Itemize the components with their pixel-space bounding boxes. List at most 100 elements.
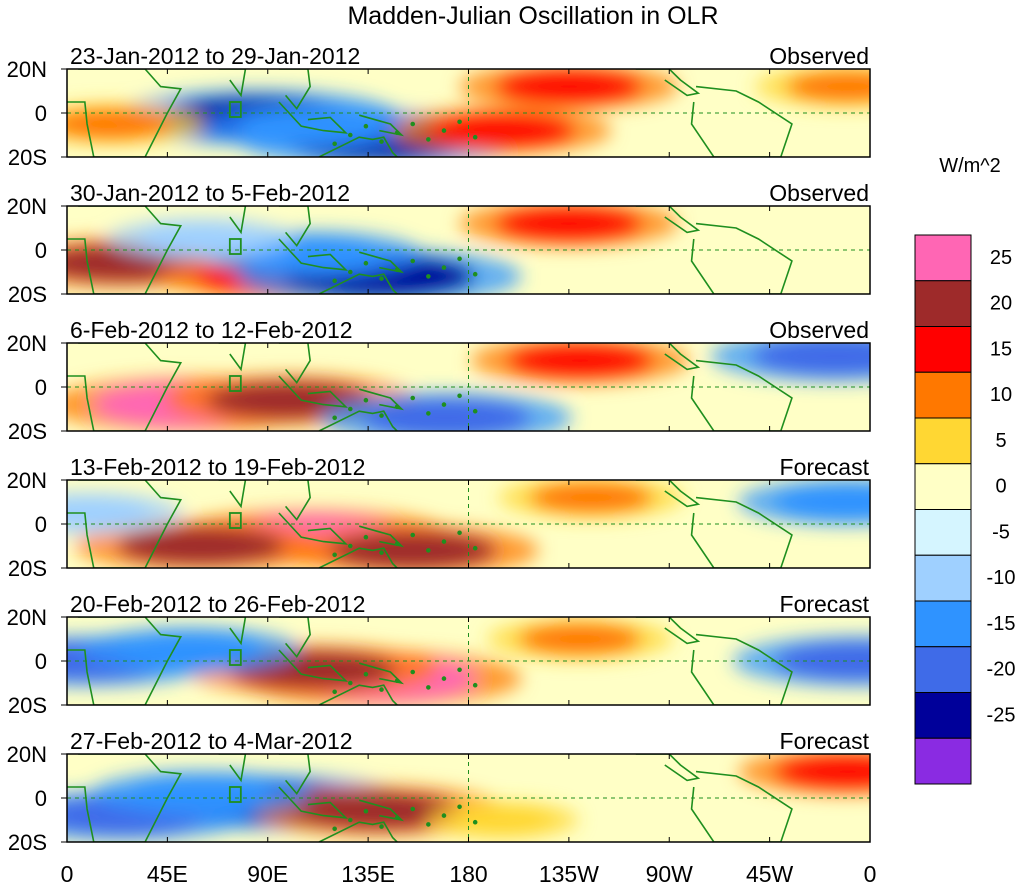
anomaly-core: [450, 806, 553, 834]
panel-period-label: 23-Jan-2012 to 29-Jan-2012: [70, 43, 360, 69]
x-tick-label: 135W: [539, 861, 599, 887]
island-dot: [457, 667, 462, 673]
island-dot: [379, 276, 384, 281]
colorbar-swatch: [914, 737, 972, 785]
island-dot: [457, 119, 462, 125]
anomaly-blobs: [67, 618, 870, 705]
coastline-segment-6: [318, 684, 398, 705]
anomaly-core: [774, 484, 870, 520]
y-tick-label: 0: [35, 649, 47, 674]
coastline-segment-5: [358, 525, 405, 548]
island-dot: [426, 137, 431, 142]
island-dot: [332, 415, 337, 421]
anomaly-core: [495, 206, 642, 241]
panel-status-label: Observed: [769, 180, 869, 206]
island-dot: [363, 671, 369, 677]
island-dot: [426, 274, 431, 279]
colorbar: W/m^2 25 20 15 10 5 0 -5 -10 -15 -20 -25: [914, 155, 1016, 785]
colorbar-level-label: 5: [995, 430, 1006, 452]
x-tick-label: 90E: [247, 861, 288, 887]
coastlines: [67, 617, 793, 705]
island-dot: [379, 413, 384, 418]
coastline-segment-6: [318, 136, 398, 157]
anomaly-core: [116, 632, 263, 668]
island-dot: [394, 130, 400, 136]
coastline-segment-6: [318, 410, 398, 431]
island-dot: [410, 806, 416, 812]
panel-1: 23-Jan-2012 to 29-Jan-2012 Observed 20N 0 20…: [7, 43, 871, 170]
colorbar-level-label: -25: [987, 704, 1016, 726]
anomaly-blobs: [67, 480, 870, 568]
island-dot: [347, 406, 353, 412]
coastline-segment-7: [690, 496, 793, 568]
panel-period-label: 27-Feb-2012 to 4-Mar-2012: [70, 728, 353, 754]
colorbar-swatch: [914, 600, 972, 648]
coastline-segment-4: [278, 375, 348, 408]
anomaly-core: [529, 482, 654, 514]
island-dot: [410, 258, 416, 264]
island-dot: [363, 123, 369, 129]
island-dot: [394, 678, 400, 684]
anomaly-core: [785, 71, 870, 103]
island-dot: [379, 687, 384, 692]
colorbar-level-label: 20: [990, 293, 1012, 315]
panel-status-label: Forecast: [780, 454, 870, 480]
panel-status-label: Observed: [769, 317, 869, 343]
coastline-segment-2: [218, 617, 247, 646]
island-dot: [394, 815, 400, 821]
coastline-segment-8: [635, 343, 701, 371]
island-dot: [347, 269, 353, 275]
coastline-segment-3: [278, 69, 311, 110]
island-dot: [363, 397, 369, 403]
coastline-segment-2: [218, 206, 247, 235]
y-tick-label: 20N: [7, 605, 47, 630]
anomaly-core: [752, 343, 870, 376]
coastline-segment-6: [318, 273, 398, 294]
panel-period-label: 6-Feb-2012 to 12-Feb-2012: [70, 317, 353, 343]
colorbar-swatch: [914, 234, 972, 282]
island-dot: [363, 260, 369, 266]
colorbar-level-label: 10: [990, 384, 1012, 406]
region-box: [228, 512, 242, 529]
x-tick-label: 90W: [646, 861, 694, 887]
coastline-segment-1: [67, 617, 183, 705]
region-box: [228, 101, 242, 118]
region-box: [228, 649, 242, 666]
panel-2: 30-Jan-2012 to 5-Feb-2012 Observed 20N 0 20S: [7, 180, 871, 307]
x-tick-label: 45W: [746, 861, 794, 887]
colorbar-level-label: -10: [987, 567, 1016, 589]
island-dot: [332, 141, 337, 147]
island-dot: [472, 545, 478, 551]
region-box: [228, 786, 242, 803]
colorbar-level-label: 15: [990, 338, 1012, 360]
island-dot: [441, 539, 447, 544]
coastline-segment-7: [690, 770, 793, 842]
panel-status-label: Forecast: [780, 728, 870, 754]
colorbar-swatch: [914, 417, 972, 465]
y-tick-label: 20N: [7, 57, 47, 82]
island-dot: [410, 669, 416, 675]
x-tick-label: 135E: [341, 861, 395, 887]
olr-field: [67, 206, 870, 294]
panel-6: 27-Feb-2012 to 4-Mar-2012 Forecast 20N 0 20S: [7, 728, 871, 855]
coastline-segment-3: [278, 754, 311, 795]
island-dot: [472, 134, 478, 140]
coastline-segment-7: [690, 85, 793, 157]
y-tick-label: 20N: [7, 468, 47, 493]
coastline-segment-1: [67, 754, 183, 842]
coastline-segment-8: [635, 206, 701, 234]
island-dot: [379, 550, 384, 555]
island-dot: [457, 256, 462, 262]
panel-status-label: Observed: [769, 43, 869, 69]
x-tick-label: 0: [61, 861, 74, 887]
region-box: [228, 238, 242, 255]
colorbar-level-label: 25: [990, 247, 1012, 269]
coastline-segment-1: [67, 206, 183, 294]
panel-3: 6-Feb-2012 to 12-Feb-2012 Observed 20N 0 20S: [7, 317, 871, 444]
colorbar-level-label: -15: [987, 613, 1016, 635]
island-dot: [457, 530, 462, 536]
anomaly-core: [428, 113, 575, 148]
coastline-segment-1: [67, 69, 183, 157]
y-tick-label: 20S: [8, 145, 47, 170]
coastline-segment-4: [278, 512, 348, 545]
